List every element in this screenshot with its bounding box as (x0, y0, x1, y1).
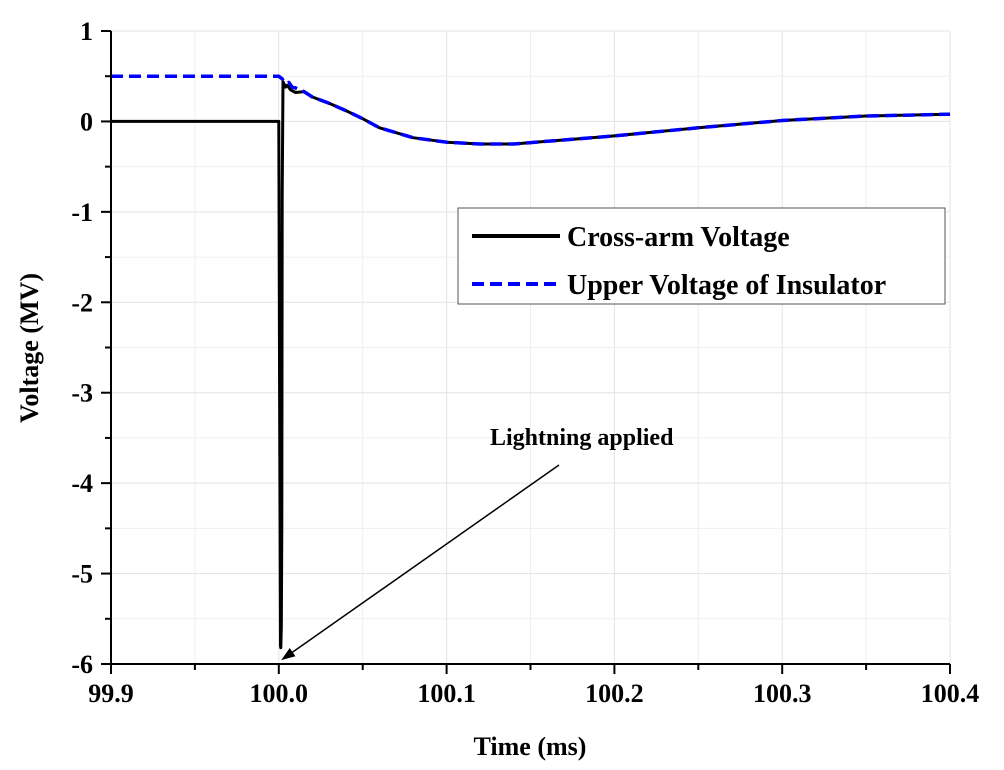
y-tick-label: 1 (80, 17, 93, 46)
x-tick-label: 100.2 (585, 679, 644, 708)
y-axis-title: Voltage (MV) (15, 273, 44, 423)
x-tick-label: 100.4 (921, 679, 980, 708)
y-tick-label: -4 (71, 469, 93, 498)
legend-box (457, 207, 946, 305)
series-layer (111, 74, 951, 650)
annotation-arrow (281, 464, 560, 661)
y-tick-label: 0 (80, 107, 93, 136)
annotation-text: Lightning applied (490, 425, 674, 451)
x-tick-label: 100.0 (250, 679, 309, 708)
x-tick-label: 99.9 (88, 679, 134, 708)
annotation: Lightning applied (281, 425, 674, 661)
x-axis-title: Time (ms) (474, 732, 587, 761)
grid-layer (110, 30, 951, 665)
y-tick-label: -2 (71, 288, 93, 317)
y-tick-label: -6 (71, 650, 93, 679)
x-tick-label: 100.1 (417, 679, 476, 708)
y-tick-label: -1 (71, 198, 93, 227)
ticks-layer: 99.9 100.0 100.1 100.2 100.3 100.4 1 0 -1 -2 -3 -4 -… (71, 17, 979, 708)
y-tick-label: -3 (71, 379, 93, 408)
x-tick-label: 100.3 (753, 679, 812, 708)
y-tick-label: -5 (71, 560, 93, 589)
legend: Cross-arm Voltage Upper Voltage of Insul… (457, 207, 946, 305)
legend-label-upper-insulator: Upper Voltage of Insulator (567, 270, 886, 301)
legend-label-cross-arm: Cross-arm Voltage (567, 222, 790, 253)
